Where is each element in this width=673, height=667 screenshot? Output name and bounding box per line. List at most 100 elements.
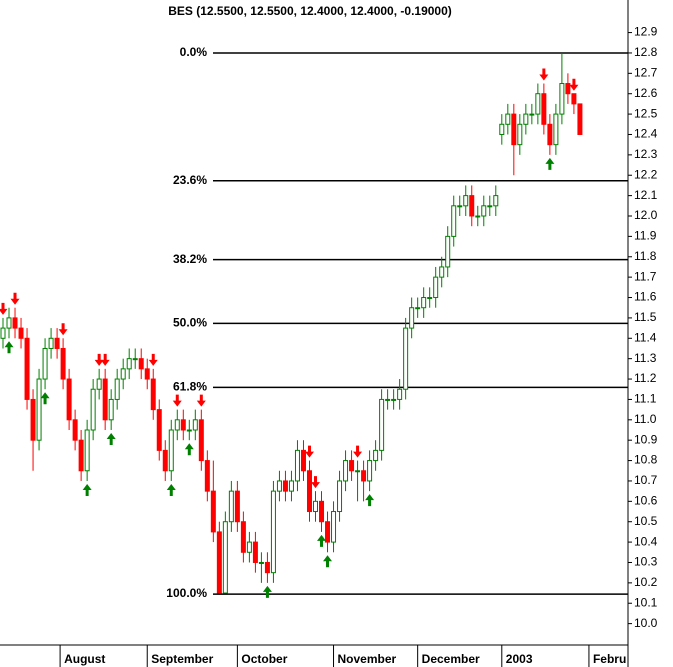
signal-arrow <box>40 392 50 405</box>
x-tick-label: Febru <box>593 652 626 666</box>
candle-body <box>84 429 90 472</box>
candle-body <box>42 347 48 380</box>
y-tick-label: 12.5 <box>634 106 658 120</box>
candle-body <box>168 429 174 472</box>
y-tick-label: 11.0 <box>634 412 657 426</box>
y-tick-label: 12.1 <box>634 188 658 202</box>
candle-body <box>306 470 312 513</box>
y-tick-label: 10.0 <box>634 616 658 630</box>
signal-arrow <box>317 534 327 547</box>
candle-body <box>343 460 349 482</box>
candle-body <box>66 378 72 421</box>
candle-body <box>54 337 60 349</box>
candle-body <box>228 490 234 523</box>
y-tick-label: 11.4 <box>634 330 657 344</box>
candle-body <box>216 531 222 594</box>
signal-arrow <box>82 483 92 496</box>
candle-body <box>96 378 102 390</box>
candle-body <box>541 93 547 125</box>
candle-body <box>282 480 288 492</box>
candle-body <box>373 449 379 462</box>
candle-body <box>252 541 258 563</box>
y-tick-label: 11.5 <box>634 310 657 324</box>
candle-body <box>162 449 168 472</box>
candle-body <box>553 113 559 146</box>
y-tick-label: 10.2 <box>634 575 658 589</box>
signal-arrow <box>172 394 182 407</box>
candle-body <box>288 480 294 492</box>
signal-arrow <box>94 353 104 366</box>
candle-body <box>6 317 12 329</box>
signal-arrow <box>323 555 333 568</box>
candle-body <box>12 317 18 329</box>
signal-arrow <box>365 494 375 507</box>
y-tick-label: 10.1 <box>634 595 658 609</box>
y-tick-label: 11.3 <box>634 351 657 365</box>
fib-label: 61.8% <box>173 380 207 394</box>
y-tick-label: 12.2 <box>634 167 658 181</box>
candle-body <box>493 195 499 207</box>
candle-body <box>337 480 343 513</box>
signal-arrow <box>196 394 206 407</box>
candle-body <box>30 398 36 441</box>
candle-body <box>0 327 6 339</box>
candle-body <box>445 235 451 268</box>
candle-body <box>18 327 24 339</box>
fib-label: 50.0% <box>173 316 207 330</box>
signal-arrow <box>148 353 158 366</box>
candle-body <box>132 358 138 361</box>
y-tick-label: 10.8 <box>634 453 658 467</box>
candle-body <box>120 368 126 380</box>
candle-body <box>469 195 475 217</box>
candle-body <box>102 378 108 421</box>
candle-body <box>108 398 114 421</box>
y-tick-label: 11.6 <box>634 290 657 304</box>
candle-body <box>547 123 553 146</box>
candle-body <box>24 337 30 400</box>
candle-body <box>565 83 571 95</box>
candle-body <box>529 113 535 116</box>
candle-body <box>511 113 517 146</box>
candle-body <box>361 470 367 482</box>
y-tick-label: 10.5 <box>634 514 658 528</box>
candle-body <box>313 500 319 513</box>
candle-body <box>331 511 337 543</box>
candle-body <box>60 347 66 380</box>
signal-arrow <box>184 443 194 456</box>
y-tick-label: 12.0 <box>634 208 658 222</box>
signal-arrow <box>545 157 555 170</box>
candle-body <box>240 521 246 553</box>
signal-arrow <box>262 585 272 598</box>
candle-body <box>397 388 403 400</box>
signal-arrow <box>0 302 8 315</box>
candle-body <box>48 337 54 349</box>
candle-body <box>475 215 481 218</box>
x-tick-label: 2003 <box>506 652 533 666</box>
candle-body <box>559 83 565 115</box>
signal-arrow <box>569 78 579 91</box>
y-tick-label: 12.7 <box>634 66 658 80</box>
candle-body <box>325 521 331 543</box>
candle-body <box>409 307 415 329</box>
candle-body <box>421 297 427 309</box>
candle-body <box>415 307 421 310</box>
signal-arrow <box>353 445 363 458</box>
candle-body <box>114 378 120 400</box>
candle-body <box>300 449 306 472</box>
y-tick-label: 10.9 <box>634 432 658 446</box>
signal-arrow <box>304 445 314 458</box>
candle-body <box>126 358 132 370</box>
candle-body <box>319 500 325 523</box>
signal-arrow <box>166 483 176 496</box>
candle-body <box>36 378 42 441</box>
candle-body <box>138 358 144 370</box>
candle-body <box>276 480 282 492</box>
signal-arrow <box>106 433 116 445</box>
candle-body <box>367 460 373 482</box>
candle-body <box>186 429 192 432</box>
y-tick-label: 10.3 <box>634 555 658 569</box>
signal-arrow <box>100 353 110 366</box>
candle-body <box>457 205 463 208</box>
candle-body <box>174 419 180 431</box>
candle-body <box>349 460 355 472</box>
